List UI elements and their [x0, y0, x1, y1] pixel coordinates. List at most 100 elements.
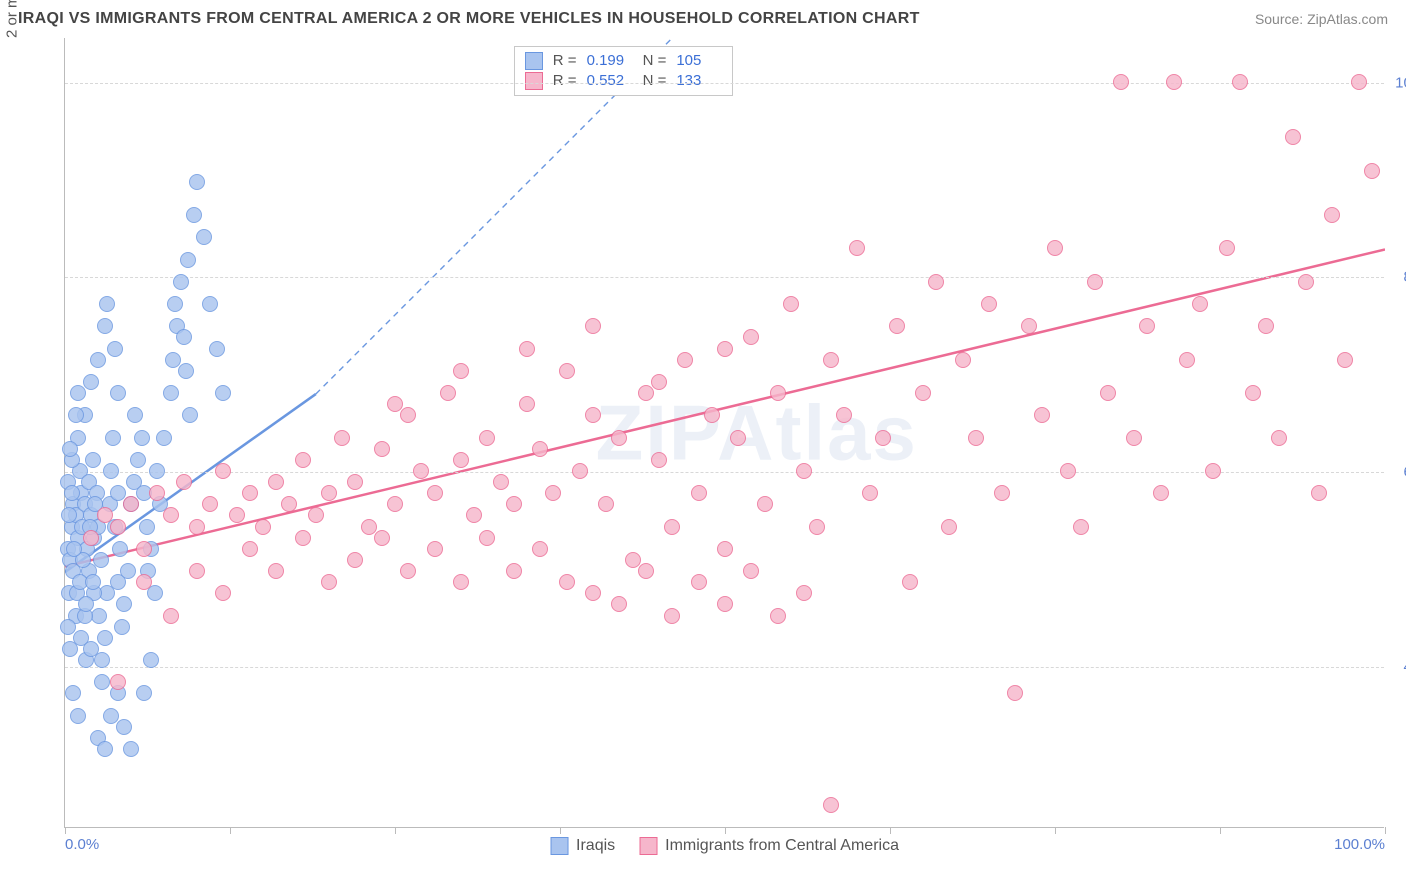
- scatter-point: [68, 407, 84, 423]
- scatter-point: [559, 363, 575, 379]
- y-tick-label: 65.0%: [1390, 463, 1406, 480]
- scatter-point: [664, 519, 680, 535]
- scatter-point: [114, 619, 130, 635]
- scatter-point: [176, 329, 192, 345]
- legend-swatch: [525, 72, 543, 90]
- legend-swatch: [639, 837, 657, 855]
- scatter-point: [704, 407, 720, 423]
- scatter-point: [875, 430, 891, 446]
- scatter-point: [268, 474, 284, 490]
- scatter-point: [440, 385, 456, 401]
- scatter-point: [281, 496, 297, 512]
- scatter-point: [1179, 352, 1195, 368]
- scatter-point: [134, 430, 150, 446]
- scatter-point: [374, 530, 390, 546]
- scatter-point: [91, 608, 107, 624]
- scatter-point: [770, 385, 786, 401]
- scatter-point: [915, 385, 931, 401]
- scatter-point: [677, 352, 693, 368]
- scatter-point: [585, 318, 601, 334]
- scatter-point: [308, 507, 324, 523]
- scatter-point: [167, 296, 183, 312]
- scatter-point: [149, 463, 165, 479]
- source-label: Source: ZipAtlas.com: [1255, 11, 1388, 27]
- scatter-point: [215, 385, 231, 401]
- scatter-point: [110, 519, 126, 535]
- scatter-point: [1073, 519, 1089, 535]
- scatter-point: [215, 585, 231, 601]
- scatter-point: [97, 507, 113, 523]
- scatter-point: [361, 519, 377, 535]
- scatter-point: [70, 385, 86, 401]
- scatter-point: [116, 719, 132, 735]
- scatter-point: [1021, 318, 1037, 334]
- scatter-point: [572, 463, 588, 479]
- scatter-point: [1285, 129, 1301, 145]
- scatter-point: [1139, 318, 1155, 334]
- scatter-point: [413, 463, 429, 479]
- scatter-point: [1351, 74, 1367, 90]
- scatter-point: [717, 596, 733, 612]
- scatter-point: [1258, 318, 1274, 334]
- scatter-point: [65, 685, 81, 701]
- scatter-point: [163, 385, 179, 401]
- scatter-point: [105, 430, 121, 446]
- scatter-point: [189, 519, 205, 535]
- scatter-point: [103, 708, 119, 724]
- scatter-point: [1205, 463, 1221, 479]
- scatter-point: [189, 174, 205, 190]
- scatter-point: [1007, 685, 1023, 701]
- scatter-point: [83, 374, 99, 390]
- scatter-point: [97, 630, 113, 646]
- trend-lines: [65, 38, 1385, 828]
- scatter-point: [598, 496, 614, 512]
- scatter-point: [139, 519, 155, 535]
- legend-swatch: [525, 52, 543, 70]
- scatter-point: [783, 296, 799, 312]
- scatter-point: [638, 385, 654, 401]
- scatter-point: [545, 485, 561, 501]
- stat-n-label: N =: [643, 52, 667, 69]
- scatter-point: [83, 530, 99, 546]
- chart-title: IRAQI VS IMMIGRANTS FROM CENTRAL AMERICA…: [18, 10, 920, 28]
- scatter-point: [255, 519, 271, 535]
- scatter-point: [651, 452, 667, 468]
- scatter-point: [479, 430, 495, 446]
- scatter-point: [941, 519, 957, 535]
- scatter-point: [85, 574, 101, 590]
- scatter-point: [136, 685, 152, 701]
- scatter-point: [453, 363, 469, 379]
- scatter-point: [638, 563, 654, 579]
- scatter-point: [981, 296, 997, 312]
- scatter-point: [149, 485, 165, 501]
- scatter-point: [809, 519, 825, 535]
- scatter-point: [242, 485, 258, 501]
- scatter-point: [1100, 385, 1116, 401]
- scatter-point: [120, 563, 136, 579]
- x-tick-label: 0.0%: [65, 836, 99, 853]
- scatter-point: [182, 407, 198, 423]
- scatter-point: [625, 552, 641, 568]
- scatter-point: [1298, 274, 1314, 290]
- scatter-point: [268, 563, 284, 579]
- x-tick: [395, 827, 396, 834]
- scatter-point: [85, 452, 101, 468]
- scatter-point: [968, 430, 984, 446]
- scatter-point: [1245, 385, 1261, 401]
- scatter-point: [110, 674, 126, 690]
- scatter-point: [1153, 485, 1169, 501]
- scatter-point: [730, 430, 746, 446]
- scatter-point: [1047, 240, 1063, 256]
- scatter-point: [836, 407, 852, 423]
- scatter-point: [1219, 240, 1235, 256]
- y-tick-label: 47.5%: [1390, 658, 1406, 675]
- scatter-point: [1324, 207, 1340, 223]
- scatter-point: [519, 341, 535, 357]
- scatter-point: [196, 229, 212, 245]
- scatter-point: [156, 430, 172, 446]
- scatter-point: [347, 474, 363, 490]
- scatter-point: [466, 507, 482, 523]
- stat-r-value: 0.552: [587, 72, 633, 89]
- stat-r-value: 0.199: [587, 52, 633, 69]
- scatter-point: [215, 463, 231, 479]
